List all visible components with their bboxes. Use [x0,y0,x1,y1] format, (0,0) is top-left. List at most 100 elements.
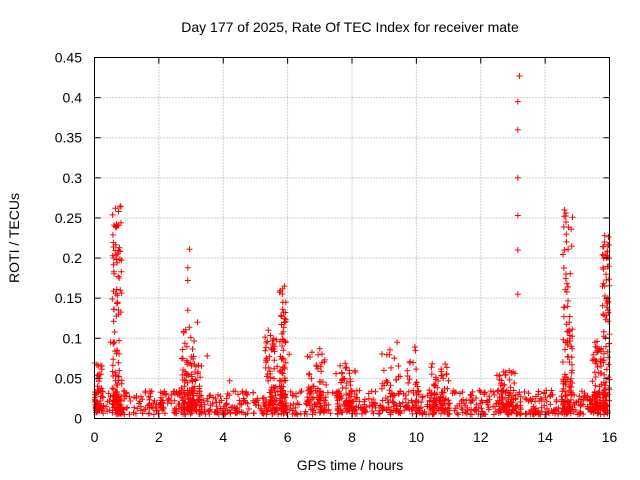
data-point [95,362,102,369]
data-point [541,402,548,409]
data-point [265,402,272,409]
data-point [226,377,233,384]
data-point [190,392,197,399]
data-point [118,219,124,226]
data-point [549,391,556,398]
data-point [346,367,353,374]
data-point [215,411,222,418]
data-point [601,283,608,290]
data-point [460,396,467,403]
data-point [133,395,140,401]
data-point [598,363,605,369]
data-point [267,332,274,339]
data-point [277,385,284,392]
data-point [178,394,185,401]
data-point [339,377,345,384]
data-point [568,226,575,233]
y-tick-label: 0 [74,411,82,427]
data-point [145,402,152,409]
data-point [286,351,293,358]
data-point [343,364,350,371]
data-point [187,403,194,410]
data-point [259,410,266,417]
data-point [433,391,440,398]
data-point [271,365,278,372]
data-point [562,286,569,293]
data-point [189,346,196,352]
data-point [569,214,576,221]
data-point [337,362,344,369]
data-point [365,395,372,402]
data-point [297,410,304,417]
data-point [399,399,406,406]
data-point [273,336,280,343]
data-point [110,340,117,347]
data-point [601,232,608,239]
data-point [250,410,257,417]
data-point [361,396,368,403]
data-point [442,361,449,367]
data-point [109,296,116,302]
data-point [180,367,187,373]
data-point [405,388,412,395]
data-point [186,246,193,253]
data-point [603,343,609,350]
data-point [553,397,560,403]
data-point [535,388,542,395]
data-point [345,397,352,404]
data-point [562,380,569,386]
data-point [478,405,485,412]
data-point [191,338,198,344]
data-point [462,402,469,409]
data-point [594,347,600,354]
grid [94,57,610,419]
data-point [514,174,521,181]
data-point [443,364,450,371]
data-point [94,372,101,379]
data-point [577,410,584,416]
data-point [561,247,568,253]
data-point [263,344,269,351]
data-point [115,359,122,366]
data-point [130,409,137,416]
data-point [184,307,191,314]
data-point [363,404,370,410]
data-point [564,398,570,405]
data-point [197,374,204,381]
data-point [266,353,273,360]
data-point [117,203,124,210]
x-tick-label: 8 [348,429,356,445]
data-point [194,370,201,377]
chart-title: Day 177 of 2025, Rate Of TEC Index for r… [181,19,519,35]
data-point [382,395,389,401]
data-point [383,377,390,384]
data-point [353,410,360,417]
data-point [412,407,419,414]
data-point [112,205,119,212]
data-point [595,402,602,409]
data-point [476,387,483,394]
data-point [235,391,241,398]
data-point [412,347,419,354]
data-point [92,397,99,404]
data-point [266,401,273,408]
data-point [107,339,114,346]
data-point [380,404,387,411]
data-point [560,251,566,258]
data-point [255,402,262,409]
data-point [594,364,601,370]
data-point [218,397,225,404]
data-point [150,411,157,418]
data-point [397,403,404,410]
data-point [379,380,386,387]
data-point [171,397,178,404]
data-point [564,303,571,310]
data-point [184,379,191,386]
data-point [279,306,286,313]
data-point [233,405,240,412]
data-point [179,355,186,362]
data-point [595,369,602,376]
data-point [543,387,550,394]
data-point [487,388,494,395]
